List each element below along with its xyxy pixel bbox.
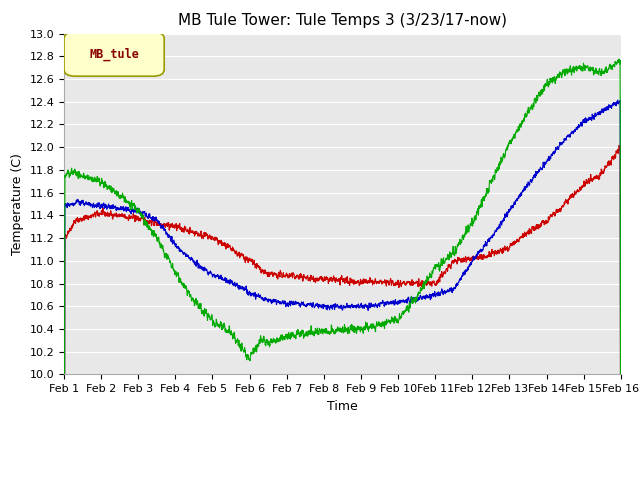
X-axis label: Time: Time	[327, 400, 358, 413]
Title: MB Tule Tower: Tule Temps 3 (3/23/17-now): MB Tule Tower: Tule Temps 3 (3/23/17-now…	[178, 13, 507, 28]
Legend: Tul3_Ts-8, Tul3_Ts-2, Tul3_Tw+4: Tul3_Ts-8, Tul3_Ts-2, Tul3_Tw+4	[177, 475, 508, 480]
FancyBboxPatch shape	[64, 32, 164, 76]
Y-axis label: Temperature (C): Temperature (C)	[11, 153, 24, 255]
Text: MB_tule: MB_tule	[89, 48, 139, 61]
